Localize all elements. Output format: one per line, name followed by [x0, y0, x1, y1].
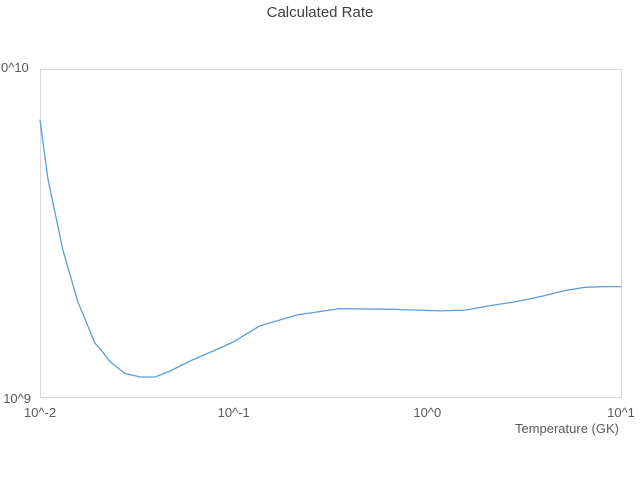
x-axis-title: Temperature (GK) — [514, 421, 619, 436]
y-tick-label-1e9: 10^9 — [3, 391, 31, 406]
x-tick-label-1e1: 10^1 — [607, 405, 635, 420]
x-tick-label-1e-1: 10^-1 — [217, 405, 250, 420]
x-tick-label-1e-2: 10^-2 — [23, 405, 57, 420]
plot-area — [40, 69, 622, 398]
chart-title: Calculated Rate — [266, 4, 374, 21]
x-tick-label-1e0: 10^0 — [413, 405, 442, 420]
y-tick-label-1e10-clipped: 0^10 — [1, 60, 29, 75]
